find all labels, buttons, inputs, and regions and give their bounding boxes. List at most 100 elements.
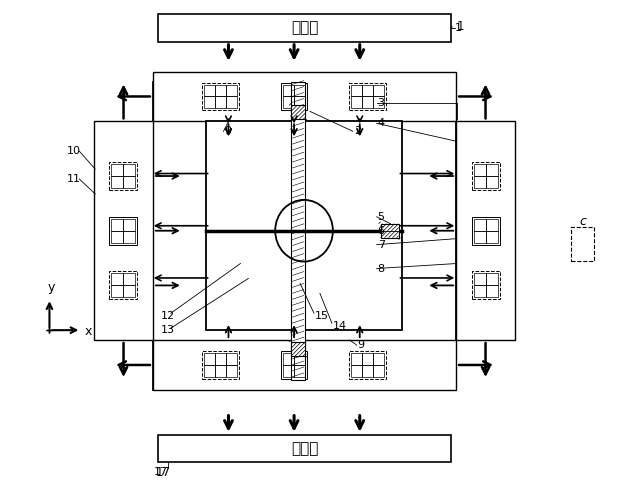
Bar [474, 274, 486, 286]
Text: 8: 8 [378, 264, 385, 274]
Bar [283, 365, 294, 377]
Bar [111, 274, 123, 286]
Bar [373, 84, 384, 96]
Bar [486, 219, 498, 231]
Text: 14: 14 [333, 321, 347, 331]
Bar [456, 121, 515, 340]
Text: c: c [579, 215, 586, 228]
Bar [294, 365, 305, 377]
Bar [570, 227, 595, 261]
Bar [153, 72, 456, 121]
Bar [283, 96, 294, 108]
Text: 12: 12 [161, 311, 175, 321]
Bar [206, 121, 402, 330]
Bar [486, 286, 498, 297]
Bar [381, 224, 399, 238]
Text: 10: 10 [67, 146, 80, 156]
Bar [472, 217, 500, 245]
Bar [351, 96, 362, 108]
Bar [373, 96, 384, 108]
Bar [291, 342, 305, 356]
Bar [474, 231, 486, 243]
Bar [204, 353, 215, 365]
Bar [472, 162, 500, 190]
Text: x: x [84, 324, 91, 337]
Bar [486, 164, 498, 176]
Bar [204, 84, 215, 96]
Text: 6: 6 [378, 226, 384, 236]
Bar [486, 231, 498, 243]
Bar [474, 286, 486, 297]
Bar [350, 83, 386, 110]
Text: 9: 9 [358, 340, 365, 350]
Text: 9: 9 [225, 126, 231, 136]
Bar [373, 365, 384, 377]
Text: 4: 4 [378, 118, 385, 128]
Text: y: y [48, 281, 55, 294]
Bar [291, 82, 305, 380]
Text: 7: 7 [378, 240, 385, 250]
Bar [111, 231, 123, 243]
Bar [94, 121, 153, 340]
Bar [111, 219, 123, 231]
Bar [226, 365, 237, 377]
Bar [486, 274, 498, 286]
Bar [474, 164, 486, 176]
Text: 17: 17 [156, 466, 171, 479]
Bar [226, 353, 237, 365]
Text: 1: 1 [456, 20, 463, 33]
Bar [215, 96, 226, 108]
Bar [111, 286, 123, 297]
Bar [123, 286, 135, 297]
Bar [123, 231, 135, 243]
Bar [362, 84, 373, 96]
Bar [202, 351, 239, 379]
Bar [283, 84, 294, 96]
Bar [123, 274, 135, 286]
Bar [215, 84, 226, 96]
Text: 供給部: 供給部 [291, 20, 318, 36]
Bar [123, 219, 135, 231]
Text: 1: 1 [455, 23, 462, 33]
Bar [362, 353, 373, 365]
Bar [158, 434, 451, 462]
Bar [123, 164, 135, 176]
Bar [226, 84, 237, 96]
Bar [373, 353, 384, 365]
Text: 回収部: 回収部 [291, 441, 318, 456]
Text: 13: 13 [161, 325, 175, 335]
Bar [153, 82, 456, 390]
Bar [109, 217, 137, 245]
Text: 15: 15 [315, 311, 329, 321]
Bar [294, 84, 305, 96]
Bar [294, 96, 305, 108]
Bar [351, 365, 362, 377]
Text: 11: 11 [67, 174, 80, 184]
Bar [472, 272, 500, 300]
Text: 5: 5 [378, 212, 384, 222]
Bar [226, 96, 237, 108]
Bar [109, 272, 137, 300]
Bar [281, 351, 307, 379]
Bar [111, 176, 123, 188]
Text: 17: 17 [154, 468, 168, 478]
Bar [204, 96, 215, 108]
Bar [158, 14, 451, 42]
Bar [283, 353, 294, 365]
Text: 2: 2 [354, 126, 361, 136]
Bar [123, 176, 135, 188]
Bar [109, 162, 137, 190]
Bar [474, 176, 486, 188]
Bar [215, 365, 226, 377]
Bar [281, 83, 307, 110]
Bar [291, 106, 305, 120]
Bar [111, 164, 123, 176]
Text: 3: 3 [378, 98, 384, 108]
Bar [153, 340, 456, 390]
Bar [362, 365, 373, 377]
Bar [486, 176, 498, 188]
Bar [215, 353, 226, 365]
Bar [204, 365, 215, 377]
Bar [474, 219, 486, 231]
Bar [362, 96, 373, 108]
